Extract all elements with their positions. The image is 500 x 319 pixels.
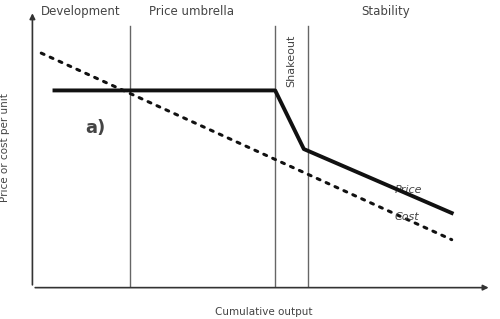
Text: a): a) xyxy=(86,119,105,137)
Text: Price umbrella: Price umbrella xyxy=(149,5,234,19)
Text: Price or cost per unit: Price or cost per unit xyxy=(0,93,10,202)
Text: Shakeout: Shakeout xyxy=(286,34,296,87)
Text: Development: Development xyxy=(41,5,121,19)
Text: Price: Price xyxy=(394,185,422,195)
Text: Stability: Stability xyxy=(361,5,410,19)
Text: Cumulative output: Cumulative output xyxy=(216,307,313,317)
Text: Cost: Cost xyxy=(394,212,419,222)
